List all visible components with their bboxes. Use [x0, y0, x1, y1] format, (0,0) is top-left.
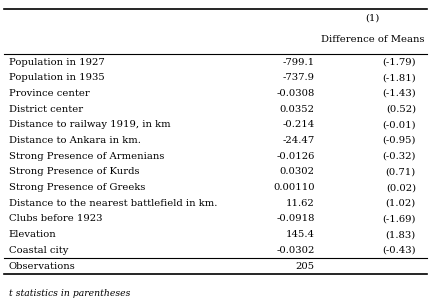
Text: (0.71): (0.71): [385, 167, 415, 176]
Text: 0.00110: 0.00110: [272, 183, 314, 192]
Text: (0.52): (0.52): [385, 105, 415, 113]
Text: Clubs before 1923: Clubs before 1923: [9, 215, 102, 223]
Text: -0.214: -0.214: [282, 120, 314, 129]
Text: (-1.43): (-1.43): [381, 89, 415, 98]
Text: Observations: Observations: [9, 262, 75, 271]
Text: (-0.32): (-0.32): [381, 152, 415, 161]
Text: (0.02): (0.02): [385, 183, 415, 192]
Text: (1.02): (1.02): [385, 199, 415, 208]
Text: Population in 1927: Population in 1927: [9, 57, 104, 67]
Text: -737.9: -737.9: [282, 73, 314, 82]
Text: Population in 1935: Population in 1935: [9, 73, 104, 82]
Text: (-1.81): (-1.81): [381, 73, 415, 82]
Text: -0.0126: -0.0126: [276, 152, 314, 161]
Text: (-1.79): (-1.79): [381, 57, 415, 67]
Text: (-0.43): (-0.43): [381, 246, 415, 255]
Text: Strong Presence of Kurds: Strong Presence of Kurds: [9, 167, 139, 176]
Text: Distance to railway 1919, in km: Distance to railway 1919, in km: [9, 120, 170, 129]
Text: District center: District center: [9, 105, 83, 113]
Text: -0.0302: -0.0302: [276, 246, 314, 255]
Text: (-1.69): (-1.69): [381, 215, 415, 223]
Text: (1.83): (1.83): [385, 230, 415, 239]
Text: 145.4: 145.4: [285, 230, 314, 239]
Text: Strong Presence of Armenians: Strong Presence of Armenians: [9, 152, 163, 161]
Text: (1): (1): [365, 14, 379, 23]
Text: Difference of Means: Difference of Means: [320, 35, 424, 44]
Text: -0.0918: -0.0918: [276, 215, 314, 223]
Text: 205: 205: [295, 262, 314, 271]
Text: -24.47: -24.47: [282, 136, 314, 145]
Text: Strong Presence of Greeks: Strong Presence of Greeks: [9, 183, 144, 192]
Text: Elevation: Elevation: [9, 230, 56, 239]
Text: t statistics in parentheses: t statistics in parentheses: [9, 289, 130, 298]
Text: (-0.95): (-0.95): [381, 136, 415, 145]
Text: (-0.01): (-0.01): [381, 120, 415, 129]
Text: 11.62: 11.62: [285, 199, 314, 208]
Text: Coastal city: Coastal city: [9, 246, 68, 255]
Text: Province center: Province center: [9, 89, 89, 98]
Text: Distance to the nearest battlefield in km.: Distance to the nearest battlefield in k…: [9, 199, 216, 208]
Text: -0.0308: -0.0308: [276, 89, 314, 98]
Text: Distance to Ankara in km.: Distance to Ankara in km.: [9, 136, 140, 145]
Text: 0.0302: 0.0302: [279, 167, 314, 176]
Text: 0.0352: 0.0352: [279, 105, 314, 113]
Text: -799.1: -799.1: [282, 57, 314, 67]
